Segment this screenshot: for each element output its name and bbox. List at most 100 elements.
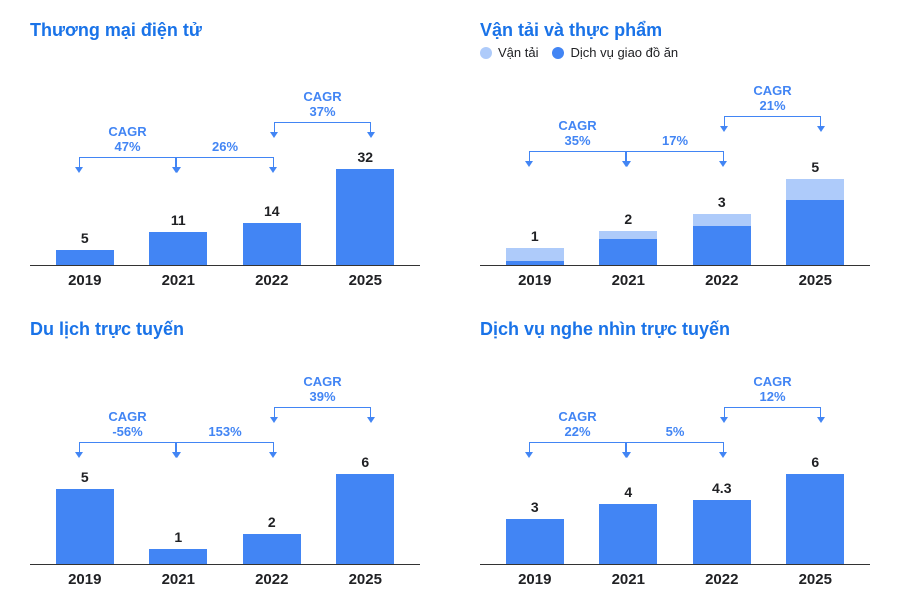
bar-segment — [243, 534, 301, 564]
x-axis-label: 2021 — [132, 272, 226, 289]
bar-segment — [336, 474, 394, 564]
x-axis-label: 2025 — [769, 571, 863, 588]
x-axis-label: 2022 — [675, 272, 769, 289]
bar-value-label: 32 — [357, 149, 373, 165]
bar: 3 — [693, 214, 751, 265]
bar-value-label: 11 — [171, 212, 186, 228]
bar-segment — [693, 214, 751, 226]
bar: 1 — [149, 549, 207, 564]
chart-area: CAGR47%26%CAGR37%5111432 — [30, 67, 420, 266]
chart-panel: Vận tải và thực phẩmVận tảiDịch vụ giao … — [480, 20, 870, 289]
bar-slot: 1 — [488, 66, 582, 265]
bar-value-label: 2 — [268, 514, 276, 530]
x-axis-label: 2019 — [38, 272, 132, 289]
bar: 2 — [599, 231, 657, 265]
bar-segment — [56, 250, 114, 265]
bar-segment — [599, 504, 657, 564]
bar-value-label: 2 — [624, 211, 632, 227]
bar-value-label: 4 — [624, 484, 632, 500]
x-axis-label: 2022 — [225, 272, 319, 289]
bar-segment — [506, 248, 564, 261]
bar-segment — [336, 169, 394, 265]
bar-slot: 4 — [582, 352, 676, 564]
bar-value-label: 5 — [81, 230, 89, 246]
bar: 32 — [336, 169, 394, 265]
bar-slot: 2 — [225, 352, 319, 564]
bar-value-label: 3 — [531, 499, 539, 515]
bar-segment — [786, 179, 844, 200]
chart-wrap: CAGR22%5%CAGR12%344.362019202120222025 — [480, 352, 870, 588]
bar-segment — [786, 474, 844, 564]
legend-label: Vận tải — [498, 45, 538, 60]
chart-panel: Thương mại điện tửCAGR47%26%CAGR37%51114… — [30, 20, 420, 289]
bar: 2 — [243, 534, 301, 564]
legend: Vận tải Dịch vụ giao đồ ăn — [480, 45, 870, 60]
chart-panel: Dịch vụ nghe nhìn trực tuyếnCAGR22%5%CAG… — [480, 319, 870, 588]
legend-label: Dịch vụ giao đồ ăn — [570, 45, 678, 60]
bar-value-label: 6 — [811, 454, 819, 470]
bar: 4.3 — [693, 500, 751, 565]
bar-value-label: 3 — [718, 194, 726, 210]
bar-value-label: 5 — [811, 159, 819, 175]
bar-segment — [599, 239, 657, 265]
bar-segment — [506, 261, 564, 265]
bar-slot: 32 — [319, 67, 413, 265]
x-axis-label: 2021 — [582, 571, 676, 588]
chart-area: CAGR22%5%CAGR12%344.36 — [480, 352, 870, 565]
bar: 11 — [149, 232, 207, 265]
bar: 5 — [56, 250, 114, 265]
x-axis: 2019202120222025 — [30, 266, 420, 289]
bar-slot: 2 — [582, 66, 676, 265]
chart-area: CAGR35%17%CAGR21%1235 — [480, 66, 870, 266]
bar: 4 — [599, 504, 657, 564]
bar-segment — [693, 500, 751, 565]
legend-swatch — [552, 47, 564, 59]
bar: 14 — [243, 223, 301, 265]
x-axis-label: 2025 — [319, 571, 413, 588]
bar-slot: 14 — [225, 67, 319, 265]
bar-slot: 6 — [769, 352, 863, 564]
x-axis: 2019202120222025 — [30, 565, 420, 588]
bar-slot: 3 — [675, 66, 769, 265]
bar-segment — [56, 489, 114, 564]
legend-item: Dịch vụ giao đồ ăn — [552, 45, 678, 60]
legend-item: Vận tải — [480, 45, 538, 60]
bar-slot: 5 — [769, 66, 863, 265]
bar: 5 — [786, 179, 844, 265]
legend-swatch — [480, 47, 492, 59]
bar: 5 — [56, 489, 114, 564]
chart-area: CAGR-56%153%CAGR39%5126 — [30, 352, 420, 565]
bar-segment — [599, 231, 657, 240]
bar-segment — [506, 519, 564, 564]
x-axis-label: 2025 — [769, 272, 863, 289]
x-axis-label: 2022 — [675, 571, 769, 588]
bar-segment — [693, 226, 751, 265]
bar-value-label: 1 — [174, 529, 182, 545]
chart-wrap: CAGR47%26%CAGR37%51114322019202120222025 — [30, 67, 420, 289]
x-axis-label: 2021 — [582, 272, 676, 289]
panel-title: Du lịch trực tuyến — [30, 319, 420, 340]
bar-slot: 6 — [319, 352, 413, 564]
bar: 3 — [506, 519, 564, 564]
x-axis-label: 2021 — [132, 571, 226, 588]
bar: 6 — [786, 474, 844, 564]
bar-segment — [243, 223, 301, 265]
bar-value-label: 1 — [531, 228, 539, 244]
x-axis-label: 2025 — [319, 272, 413, 289]
bar-segment — [149, 232, 207, 265]
bar-slot: 11 — [132, 67, 226, 265]
bar-slot: 1 — [132, 352, 226, 564]
x-axis-label: 2022 — [225, 571, 319, 588]
bar-value-label: 4.3 — [712, 480, 731, 496]
panel-title: Thương mại điện tử — [30, 20, 420, 41]
bar-slot: 3 — [488, 352, 582, 564]
bar-slot: 5 — [38, 67, 132, 265]
chart-panel: Du lịch trực tuyếnCAGR-56%153%CAGR39%512… — [30, 319, 420, 588]
bar-value-label: 6 — [361, 454, 369, 470]
bar-value-label: 14 — [264, 203, 280, 219]
bar: 6 — [336, 474, 394, 564]
bar-slot: 5 — [38, 352, 132, 564]
bar: 1 — [506, 248, 564, 265]
panel-title: Dịch vụ nghe nhìn trực tuyến — [480, 319, 870, 340]
bar-value-label: 5 — [81, 469, 89, 485]
